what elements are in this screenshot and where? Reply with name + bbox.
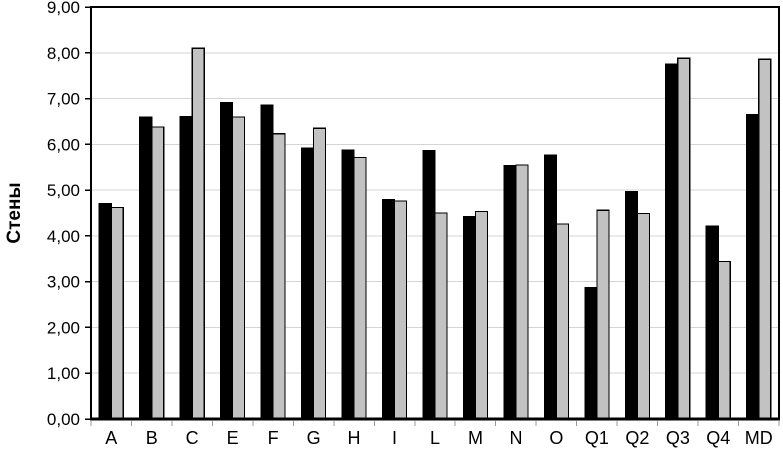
x-tick-label: B <box>146 428 158 448</box>
x-tick-label: Q4 <box>706 428 730 448</box>
y-tick-label: 5,00 <box>47 181 80 200</box>
bar-series-2-gray-MD <box>758 58 772 420</box>
x-tick-label: Q2 <box>625 428 649 448</box>
y-tick-label: 4,00 <box>47 227 80 246</box>
y-tick-label: 8,00 <box>47 44 80 63</box>
x-tick-label: C <box>186 428 199 448</box>
bar-series-2-gray-N <box>515 164 529 420</box>
bar-series-2-gray-E <box>232 116 246 420</box>
bar-series-2-gray-B <box>151 126 165 420</box>
bar-series-1-black-E <box>220 102 234 420</box>
bar-series-1-black-B <box>139 116 153 420</box>
bar-series-2-gray-C <box>191 47 205 420</box>
x-tick-label: MD <box>745 428 773 448</box>
y-tick-label: 1,00 <box>47 364 80 383</box>
x-tick-label: N <box>509 428 522 448</box>
bar-series-2-gray-I <box>393 200 408 420</box>
y-tick-label: 2,00 <box>47 318 80 337</box>
bar-series-2-gray-M <box>474 211 489 420</box>
bar-series-1-black-H <box>341 149 355 420</box>
bar-series-2-gray-Q3 <box>677 57 691 420</box>
x-tick-label: H <box>348 428 361 448</box>
bar-series-2-gray-H <box>353 157 367 420</box>
x-tick-label: Q1 <box>585 428 609 448</box>
bar-series-2-gray-O <box>555 223 570 420</box>
bar-series-2-gray-Q4 <box>717 260 731 420</box>
bar-series-2-gray-Q2 <box>636 212 650 420</box>
x-tick-label: Q3 <box>666 428 690 448</box>
bar-series-1-black-Q1 <box>584 287 598 420</box>
bar-series-2-gray-A <box>110 206 124 420</box>
x-tick-label: G <box>307 428 321 448</box>
x-tick-label: L <box>430 428 440 448</box>
bar-series-1-black-Q2 <box>624 190 638 420</box>
bar-series-1-black-Q4 <box>705 225 719 420</box>
bar-series-1-black-O <box>543 154 558 420</box>
y-tick-label: 9,00 <box>47 0 80 17</box>
x-tick-label: M <box>468 428 483 448</box>
bar-series-1-black-N <box>503 165 517 420</box>
bar-series-2-gray-Q1 <box>596 209 610 420</box>
bar-series-1-black-A <box>98 203 112 420</box>
bar-series-1-black-C <box>179 115 193 420</box>
x-tick-label: E <box>227 428 239 448</box>
y-tick-label: 0,00 <box>47 410 80 429</box>
bar-series-1-black-I <box>381 199 396 420</box>
x-tick-label: I <box>392 428 397 448</box>
bar-series-2-gray-L <box>434 212 448 420</box>
bar-series-1-black-F <box>260 104 274 420</box>
bar-series-1-black-M <box>462 216 477 420</box>
y-tick-label: 6,00 <box>47 135 80 154</box>
y-axis-title: Стены <box>4 182 25 243</box>
y-tick-label: 3,00 <box>47 273 80 292</box>
bar-series-1-black-MD <box>746 113 760 420</box>
bar-series-2-gray-F <box>272 133 286 420</box>
bar-series-1-black-G <box>300 147 315 420</box>
x-tick-label: F <box>268 428 279 448</box>
bar-series-1-black-L <box>422 150 436 420</box>
x-tick-label: A <box>105 428 117 448</box>
bar-series-2-gray-G <box>312 127 327 420</box>
x-tick-label: O <box>549 428 563 448</box>
bar-series-1-black-Q3 <box>665 63 679 420</box>
y-tick-label: 7,00 <box>47 90 80 109</box>
